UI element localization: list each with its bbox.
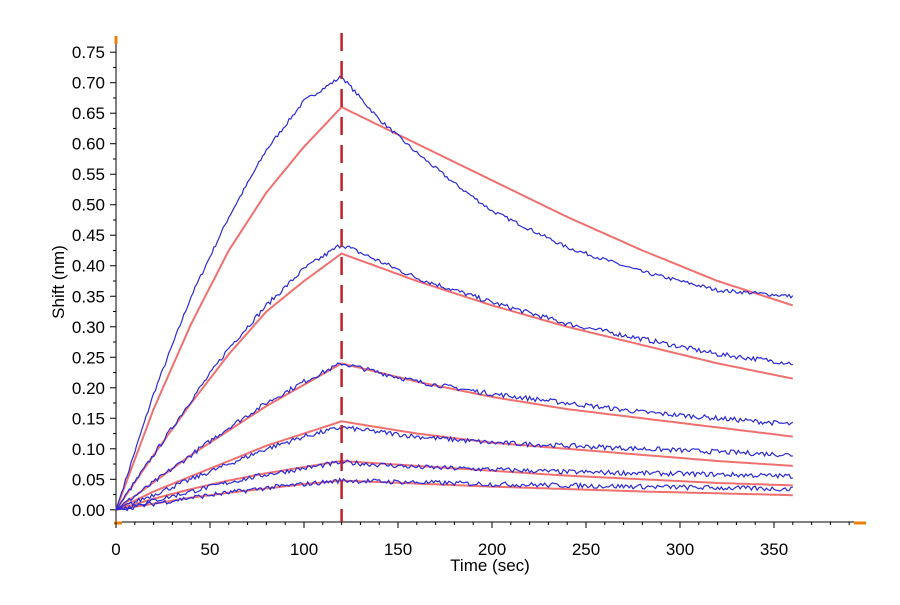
measured-lines <box>115 75 794 512</box>
y-tick-label: 0.00 <box>72 501 105 520</box>
x-tick-label: 200 <box>478 540 506 559</box>
measured-line-5 <box>115 458 793 511</box>
y-tick-label: 0.60 <box>72 135 105 154</box>
fit-line-2 <box>115 252 793 511</box>
x-tick-label: 50 <box>201 540 220 559</box>
y-tick-label: 0.25 <box>72 348 105 367</box>
y-tick-label: 0.55 <box>72 165 105 184</box>
y-ticks: 0.00 0.05 0.10 0.15 0.20 0.25 0.30 0.35 0.40 0.45… <box>72 43 116 520</box>
x-tick-label: 300 <box>666 540 694 559</box>
x-tick-label: 100 <box>290 540 318 559</box>
fit-line-1 <box>115 105 794 511</box>
measured-line-6 <box>115 477 793 512</box>
y-tick-label: 0.75 <box>72 43 105 62</box>
measured-line-3 <box>115 362 794 511</box>
fit-line-5 <box>115 459 793 511</box>
y-tick-label: 0.45 <box>72 226 105 245</box>
fit-line-3 <box>115 362 793 511</box>
y-tick-label: 0.10 <box>72 440 105 459</box>
measured-line-4 <box>115 425 793 511</box>
y-tick-label: 0.35 <box>72 287 105 306</box>
y-tick-label: 0.20 <box>72 379 105 398</box>
y-axis-title: Shift (nm) <box>49 245 68 319</box>
x-tick-label: 250 <box>572 540 600 559</box>
measured-line-1 <box>115 75 794 510</box>
fit-line-4 <box>115 420 793 511</box>
y-tick-label: 0.30 <box>72 318 105 337</box>
y-tick-label: 0.65 <box>72 104 105 123</box>
y-tick-label: 0.50 <box>72 196 105 215</box>
measured-line-2 <box>115 244 793 511</box>
y-tick-label: 0.05 <box>72 470 105 489</box>
y-tick-label: 0.70 <box>72 74 105 93</box>
x-tick-label: 0 <box>111 540 120 559</box>
x-ticks: 0 50 100 150 200 250 300 350 <box>111 522 850 559</box>
x-axis-title: Time (sec) <box>450 556 530 575</box>
axes <box>114 36 866 525</box>
y-tick-label: 0.15 <box>72 409 105 428</box>
x-tick-label: 150 <box>384 540 412 559</box>
x-tick-label: 350 <box>760 540 788 559</box>
y-tick-label: 0.40 <box>72 257 105 276</box>
